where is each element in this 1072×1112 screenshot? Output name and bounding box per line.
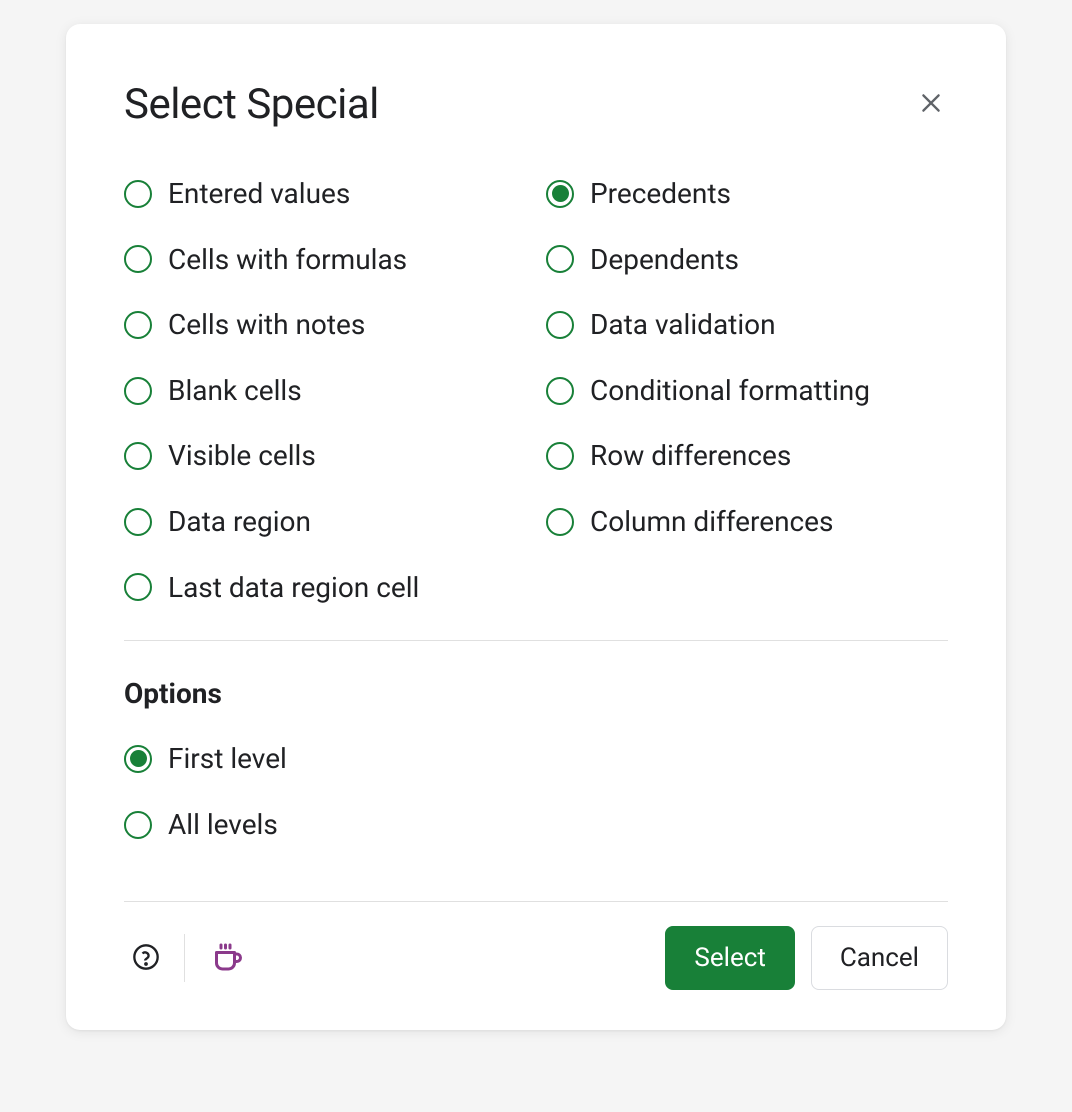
radio-label: Column differences — [590, 505, 833, 539]
radio-data-region[interactable]: Data region — [124, 505, 526, 539]
radio-indicator — [546, 245, 574, 273]
select-special-dialog: Select Special Entered values Precedents C… — [66, 24, 1006, 1030]
footer-left — [124, 931, 253, 986]
help-button[interactable] — [124, 935, 184, 982]
coffee-button[interactable] — [185, 931, 253, 986]
radio-indicator — [124, 377, 152, 405]
radio-label: Cells with formulas — [168, 243, 407, 277]
radio-conditional-formatting[interactable]: Conditional formatting — [546, 374, 948, 408]
radio-indicator — [546, 442, 574, 470]
radio-indicator — [546, 311, 574, 339]
footer-right: Select Cancel — [665, 926, 948, 990]
radio-label: Entered values — [168, 177, 350, 211]
radio-indicator — [124, 573, 152, 601]
radio-indicator — [124, 180, 152, 208]
radio-precedents[interactable]: Precedents — [546, 177, 948, 211]
radio-indicator — [124, 442, 152, 470]
dialog-header: Select Special — [124, 80, 948, 129]
coffee-icon — [209, 939, 245, 978]
radio-indicator — [546, 377, 574, 405]
radio-blank-cells[interactable]: Blank cells — [124, 374, 526, 408]
radio-indicator — [124, 508, 152, 536]
radio-first-level[interactable]: First level — [124, 742, 948, 776]
radio-data-validation[interactable]: Data validation — [546, 308, 948, 342]
radio-indicator — [546, 180, 574, 208]
radio-entered-values[interactable]: Entered values — [124, 177, 526, 211]
radio-column-differences[interactable]: Column differences — [546, 505, 948, 539]
dialog-footer: Select Cancel — [124, 901, 948, 990]
radio-label: Data region — [168, 505, 311, 539]
radio-indicator — [546, 508, 574, 536]
divider — [124, 640, 948, 641]
radio-label: Visible cells — [168, 439, 316, 473]
radio-last-data-region-cell[interactable]: Last data region cell — [124, 571, 526, 605]
radio-label: First level — [168, 742, 287, 776]
radio-label: Conditional formatting — [590, 374, 870, 408]
radio-indicator — [124, 811, 152, 839]
radio-label: Last data region cell — [168, 571, 419, 605]
radio-indicator — [124, 745, 152, 773]
radio-label: All levels — [168, 808, 278, 842]
radio-row-differences[interactable]: Row differences — [546, 439, 948, 473]
radio-indicator — [124, 245, 152, 273]
radio-dependents[interactable]: Dependents — [546, 243, 948, 277]
radio-all-levels[interactable]: All levels — [124, 808, 948, 842]
help-icon — [132, 943, 160, 974]
radio-visible-cells[interactable]: Visible cells — [124, 439, 526, 473]
close-button[interactable] — [914, 86, 948, 123]
options-section-title: Options — [124, 677, 948, 710]
radio-label: Data validation — [590, 308, 776, 342]
sub-options-list: First level All levels — [124, 742, 948, 841]
cancel-button[interactable]: Cancel — [811, 926, 948, 990]
radio-label: Blank cells — [168, 374, 302, 408]
radio-label: Cells with notes — [168, 308, 365, 342]
radio-cells-with-formulas[interactable]: Cells with formulas — [124, 243, 526, 277]
radio-label: Precedents — [590, 177, 731, 211]
main-options-grid: Entered values Precedents Cells with formu… — [124, 177, 948, 604]
close-icon — [918, 90, 944, 119]
radio-cells-with-notes[interactable]: Cells with notes — [124, 308, 526, 342]
select-button[interactable]: Select — [665, 926, 794, 990]
radio-label: Dependents — [590, 243, 739, 277]
radio-label: Row differences — [590, 439, 791, 473]
dialog-title: Select Special — [124, 80, 379, 129]
radio-indicator — [124, 311, 152, 339]
